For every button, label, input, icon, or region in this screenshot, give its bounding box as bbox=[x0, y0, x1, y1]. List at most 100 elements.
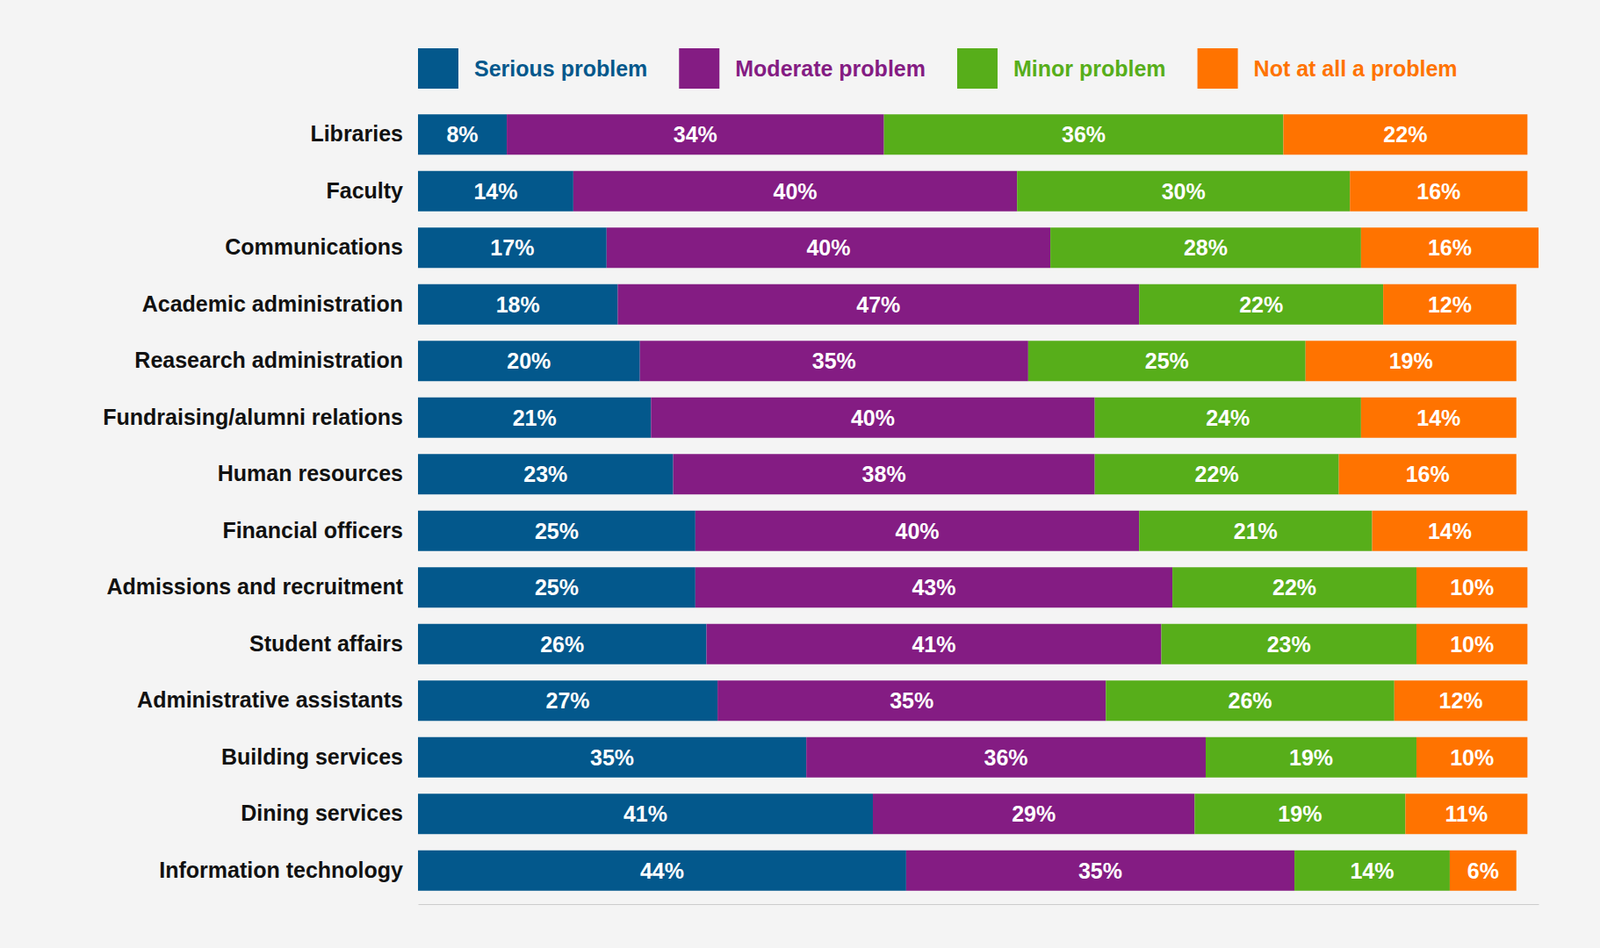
data-label: 29% bbox=[1011, 801, 1056, 827]
bar-segment bbox=[695, 511, 1139, 552]
y-tick-label: Communications bbox=[224, 234, 404, 260]
bar-segment bbox=[418, 793, 873, 835]
data-label: 24% bbox=[1205, 405, 1250, 431]
data-label: 10% bbox=[1449, 745, 1494, 771]
y-tick-label: Libraries bbox=[309, 121, 404, 146]
bar-segment bbox=[1205, 737, 1417, 779]
bar-segment bbox=[1405, 793, 1528, 835]
bar-segment bbox=[1016, 171, 1350, 212]
data-label: 14% bbox=[1427, 518, 1472, 544]
y-axis: Libraries Faculty Communications Academic a… bbox=[102, 121, 419, 883]
data-label: 40% bbox=[806, 235, 851, 260]
data-label: 25% bbox=[1145, 348, 1190, 374]
data-label: 8% bbox=[446, 122, 478, 147]
bar-segment bbox=[418, 511, 696, 552]
bar-segment bbox=[418, 397, 651, 439]
bar-segment bbox=[1172, 567, 1417, 608]
y-tick-label: Fundraising/alumni relations bbox=[102, 404, 404, 430]
data-label: 19% bbox=[1277, 801, 1322, 827]
bar-segment bbox=[418, 850, 907, 892]
y-tick: Academic administration bbox=[142, 291, 419, 317]
data-label: 25% bbox=[534, 518, 579, 544]
x-axis bbox=[418, 904, 1540, 906]
legend-swatch bbox=[418, 48, 459, 89]
y-tick-label: Student affairs bbox=[249, 631, 404, 656]
data-label: 22% bbox=[1272, 575, 1317, 600]
y-tick: Administrative assistants bbox=[136, 687, 419, 713]
data-label: 11% bbox=[1445, 801, 1489, 827]
bar-segment bbox=[1194, 793, 1406, 835]
data-label: 14% bbox=[1416, 405, 1461, 431]
y-tick-label: Human resources bbox=[217, 461, 404, 486]
legend-swatch bbox=[678, 48, 720, 89]
data-label: 35% bbox=[1078, 858, 1123, 884]
data-label: 18% bbox=[496, 292, 541, 318]
y-tick-label: Administrative assistants bbox=[136, 687, 404, 713]
data-label: 30% bbox=[1161, 179, 1206, 204]
bar-segment bbox=[418, 171, 574, 212]
bar-segment bbox=[673, 454, 1096, 495]
bar-segment bbox=[418, 284, 618, 325]
legend-swatch bbox=[957, 48, 998, 89]
bar-segment bbox=[606, 227, 1051, 268]
data-label: 21% bbox=[1233, 518, 1278, 544]
bar-segment bbox=[418, 680, 718, 721]
bar-segment bbox=[418, 114, 507, 155]
bar-segment bbox=[1416, 624, 1528, 665]
data-label: 40% bbox=[894, 518, 939, 544]
bar-segment bbox=[418, 454, 674, 495]
bar-segment bbox=[1160, 624, 1417, 665]
data-label: 23% bbox=[1267, 632, 1312, 657]
bar-segment bbox=[1138, 511, 1372, 552]
data-label: 41% bbox=[623, 801, 668, 827]
bar-segment bbox=[1305, 340, 1517, 382]
data-label: 34% bbox=[673, 122, 718, 147]
data-label: 22% bbox=[1239, 292, 1283, 318]
bar-segment bbox=[906, 850, 1295, 892]
data-label: 16% bbox=[1416, 179, 1461, 204]
data-label: 6% bbox=[1467, 858, 1500, 884]
data-label: 22% bbox=[1195, 461, 1240, 487]
bar-segment bbox=[872, 793, 1195, 835]
y-tick-label: Reasearch administration bbox=[134, 347, 404, 373]
data-label: 12% bbox=[1439, 688, 1484, 714]
y-tick: Dining services bbox=[240, 800, 419, 826]
x-axis-line bbox=[418, 904, 1540, 906]
data-label: 35% bbox=[812, 348, 857, 374]
data-label: 10% bbox=[1449, 575, 1494, 600]
data-label: 14% bbox=[1349, 858, 1394, 884]
y-tick-label: Dining services bbox=[240, 800, 404, 826]
bar-segment bbox=[1095, 397, 1362, 439]
bar-segment bbox=[650, 397, 1095, 439]
data-label: 23% bbox=[523, 461, 568, 487]
bar-segment bbox=[617, 284, 1139, 325]
y-tick: Human resources bbox=[217, 461, 419, 486]
bar-segment bbox=[418, 340, 641, 382]
data-label: 35% bbox=[889, 688, 934, 714]
y-tick: Libraries bbox=[309, 121, 419, 146]
y-tick: Fundraising/alumni relations bbox=[102, 404, 419, 430]
bar-segment bbox=[1394, 680, 1528, 721]
bar-segment bbox=[1361, 227, 1539, 268]
data-label: 40% bbox=[773, 179, 818, 204]
bar-segment bbox=[418, 567, 696, 608]
data-label: 35% bbox=[590, 745, 635, 771]
y-tick-label: Faculty bbox=[325, 178, 404, 203]
bar-segment bbox=[1383, 284, 1517, 325]
y-tick: Building services bbox=[221, 744, 419, 770]
data-label: 16% bbox=[1405, 461, 1450, 487]
data-label: 12% bbox=[1427, 292, 1472, 318]
data-label: 28% bbox=[1183, 235, 1228, 260]
data-label: 20% bbox=[506, 348, 551, 374]
data-label: 19% bbox=[1289, 745, 1334, 771]
bar-segment bbox=[418, 624, 707, 665]
data-label: 14% bbox=[473, 179, 518, 204]
bar-segment bbox=[1416, 567, 1528, 608]
y-tick-label: Academic administration bbox=[142, 291, 404, 317]
bar-segment bbox=[506, 114, 885, 155]
bar-segment bbox=[1449, 850, 1517, 892]
data-label: 16% bbox=[1427, 235, 1472, 260]
legend-label: Serious problem bbox=[474, 56, 648, 81]
bar-segment bbox=[573, 171, 1017, 212]
bar-segment bbox=[418, 227, 607, 268]
